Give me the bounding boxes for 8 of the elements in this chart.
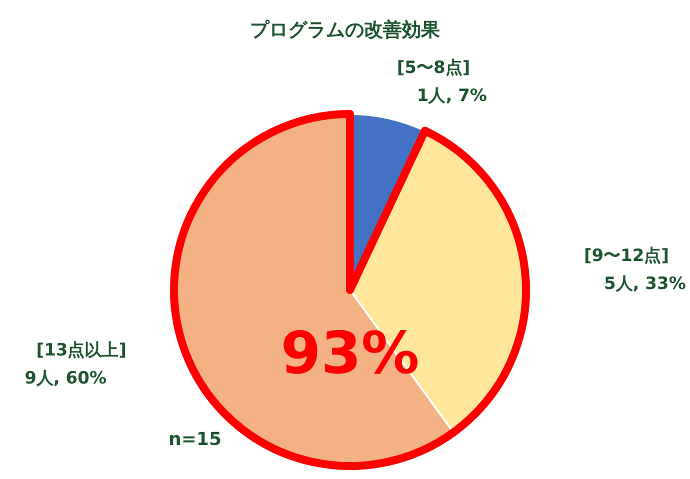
data-label: 1人, 7% <box>416 86 487 106</box>
text: n=15 <box>168 429 222 450</box>
slice-label: [5〜8点] <box>396 58 470 78</box>
data-label: 9人, 60% <box>24 368 106 389</box>
slice-label: [13点以上] <box>36 340 126 361</box>
chart-title: プログラムの改善効果 <box>250 19 441 41</box>
data-label: 5人, 33% <box>604 274 686 294</box>
slice-label: [9〜12点] <box>584 246 669 266</box>
